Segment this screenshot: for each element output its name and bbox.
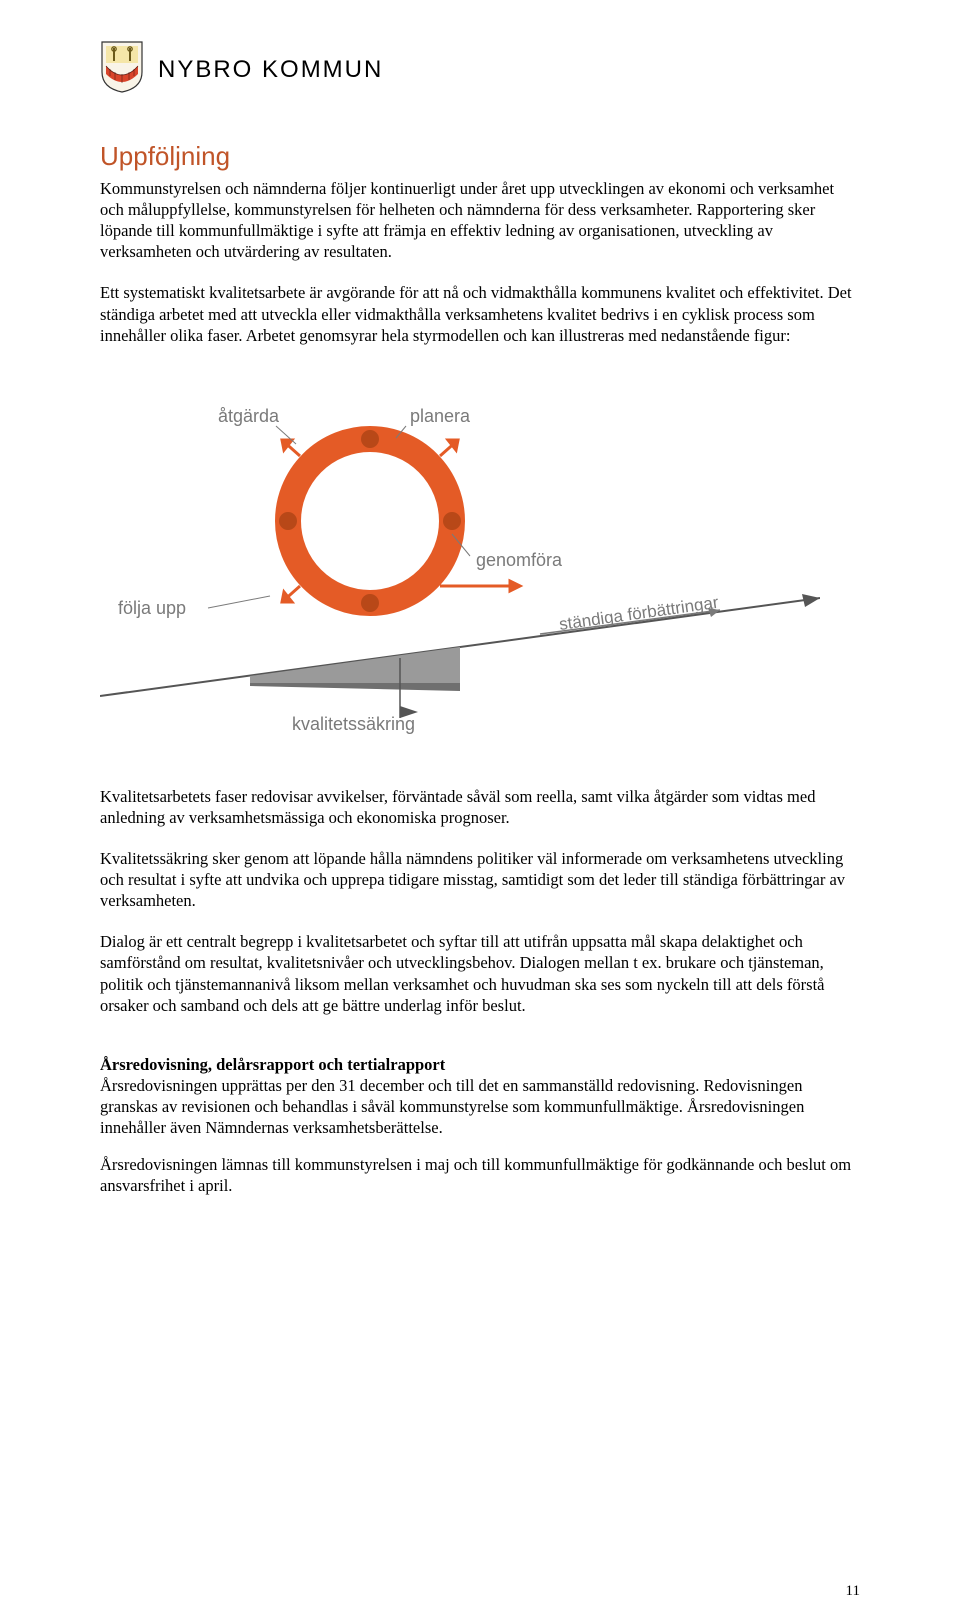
page-number: 11: [846, 1583, 860, 1600]
page-header: NYBRO KOMMUN: [100, 40, 860, 99]
paragraph: Kommunstyrelsen och nämnderna följer kon…: [100, 178, 860, 262]
diagram-label-genomfora: genomföra: [476, 550, 563, 570]
cycle-diagram: åtgärda planera genomföra följa upp stän…: [100, 386, 820, 736]
section-title: Uppföljning: [100, 141, 860, 172]
paragraph: Dialog är ett centralt begrepp i kvalite…: [100, 931, 860, 1015]
org-name: NYBRO KOMMUN: [158, 56, 383, 84]
diagram-label-atgarda: åtgärda: [218, 406, 280, 426]
paragraph: Ett systematiskt kvalitetsarbete är avgö…: [100, 282, 860, 345]
paragraph: Kvalitetsarbetets faser redovisar avvike…: [100, 786, 860, 828]
diagram-label-standiga: ständiga förbättringar: [558, 593, 720, 634]
diagram-label-kvalitet: kvalitetssäkring: [292, 714, 415, 734]
paragraph: Årsredovisningen lämnas till kommunstyre…: [100, 1154, 860, 1196]
shield-icon: [100, 40, 144, 99]
diagram-label-planera: planera: [410, 406, 471, 426]
paragraph: Årsredovisningen upprättas per den 31 de…: [100, 1075, 860, 1138]
diagram-label-foljaupp: följa upp: [118, 598, 186, 618]
subheading: Årsredovisning, delårsrapport och tertia…: [100, 1054, 860, 1075]
paragraph: Kvalitetssäkring sker genom att löpande …: [100, 848, 860, 911]
